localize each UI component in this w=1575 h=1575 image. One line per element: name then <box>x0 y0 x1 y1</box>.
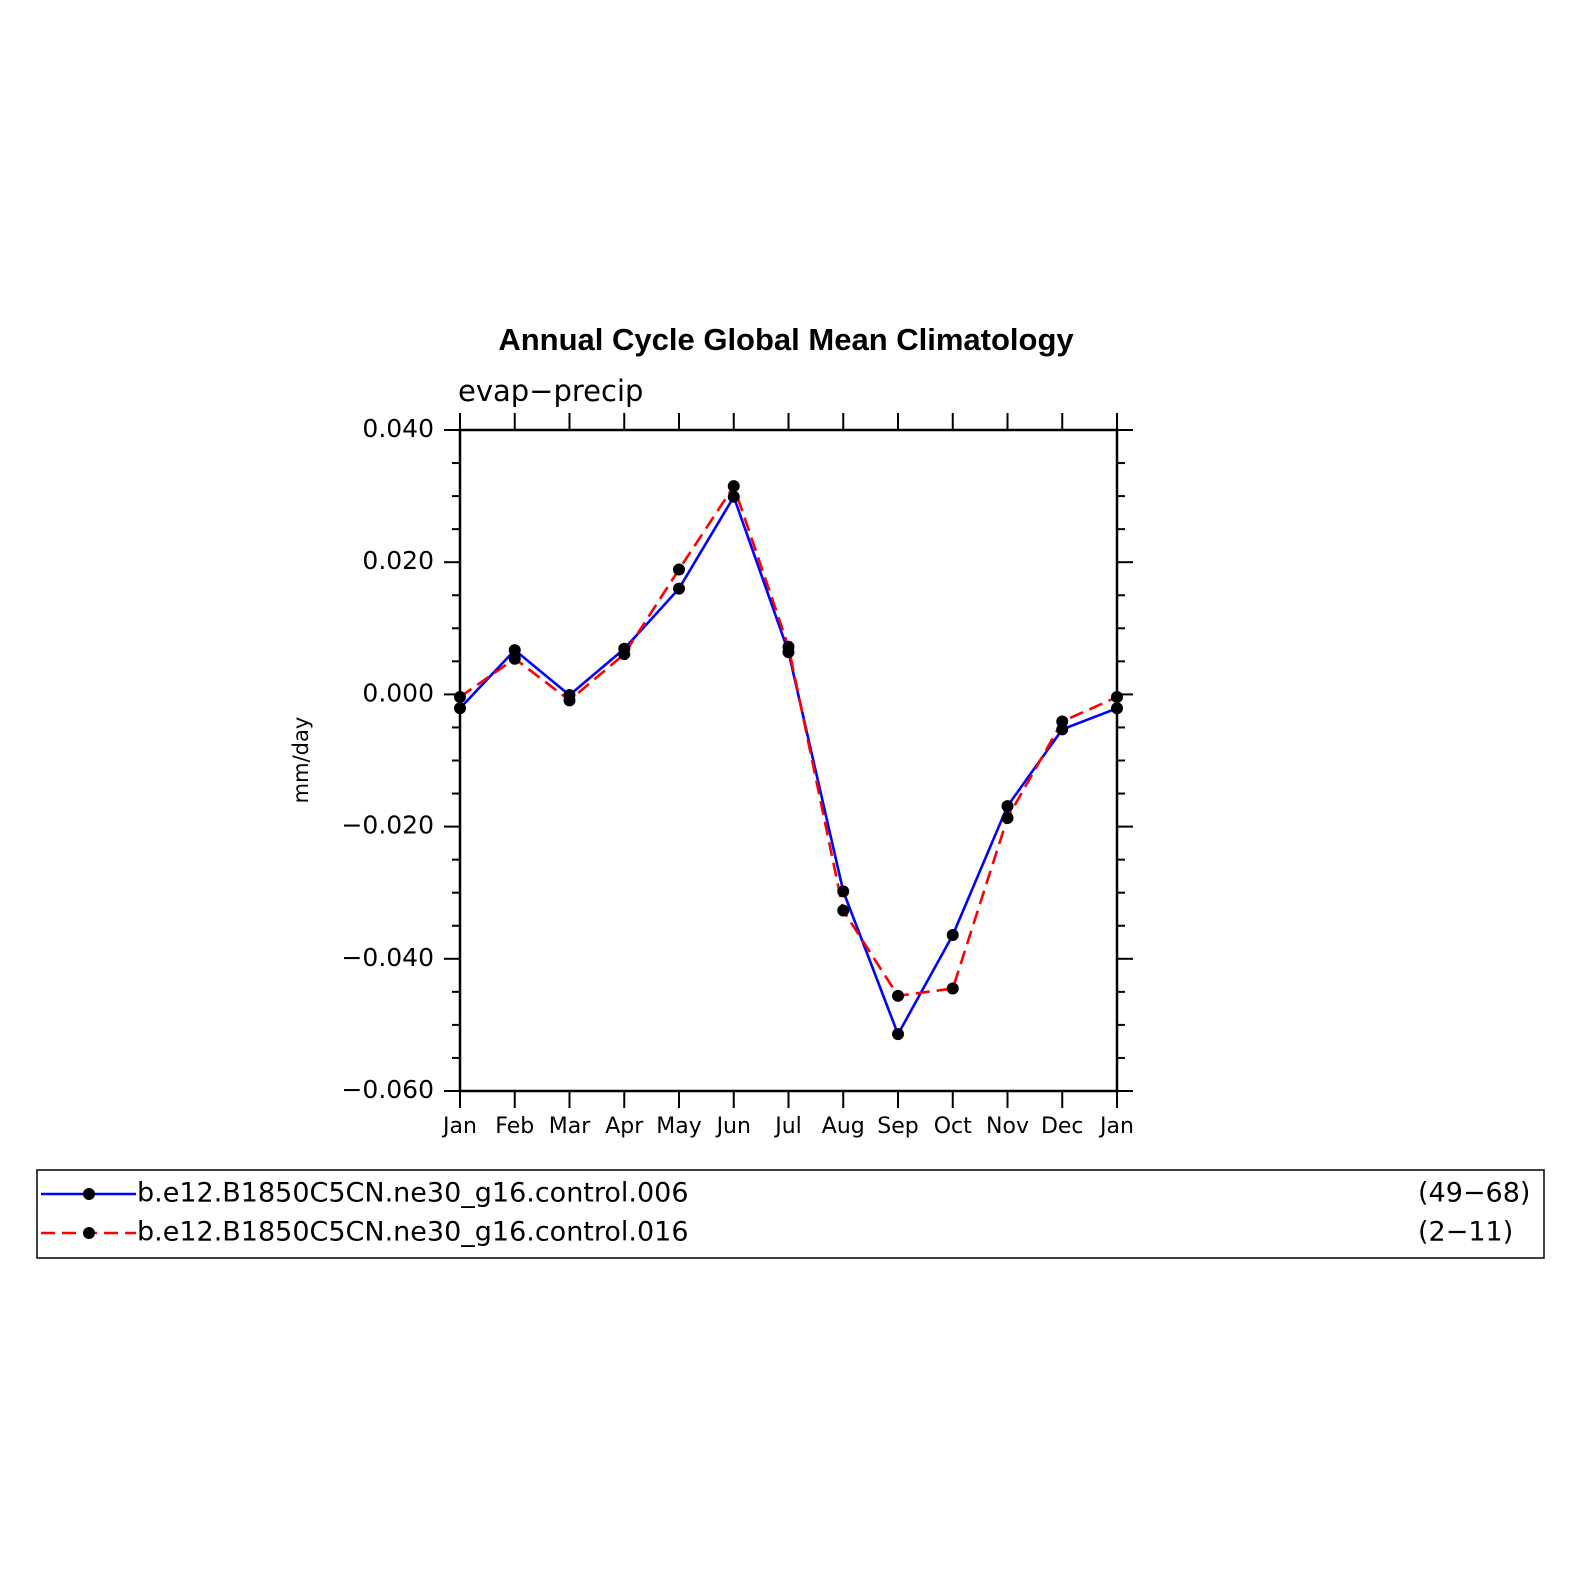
x-tick-label: Nov <box>986 1114 1029 1139</box>
plot-frame <box>458 428 1119 1093</box>
legend-series-years: (49−68) <box>1418 1178 1530 1209</box>
x-tick-label: Oct <box>934 1114 972 1139</box>
chart-title: Annual Cycle Global Mean Climatology <box>498 322 1074 357</box>
y-tick-label: −0.040 <box>341 943 434 972</box>
x-tick-label: Jun <box>715 1114 751 1139</box>
series-2-point <box>454 691 466 704</box>
series-2-point <box>1001 812 1014 825</box>
x-axis-ticks: Jan Feb Mar Apr May Jun Jul Aug Sep Oct Nov Dec Jan <box>441 413 1134 1139</box>
series-1-point <box>454 702 466 715</box>
legend-series-years: (2−11) <box>1418 1217 1513 1248</box>
series-1-point <box>837 885 850 898</box>
x-tick-label: Mar <box>549 1114 591 1139</box>
series-1-point <box>1001 800 1014 813</box>
series-2-point <box>837 904 850 917</box>
y-tick-label: −0.020 <box>341 811 434 840</box>
legend: b.e12.B1850C5CN.ne30_g16.control.006 (49−… <box>36 1169 1545 1259</box>
legend-box <box>36 1169 1545 1259</box>
series-2-point <box>892 989 904 1002</box>
series-2-point <box>673 563 685 576</box>
x-tick-label: May <box>656 1114 701 1139</box>
y-tick-label: −0.060 <box>341 1075 434 1104</box>
variable-label: evap−precip <box>458 374 643 408</box>
legend-entries: b.e12.B1850C5CN.ne30_g16.control.006 (49−… <box>41 1178 1530 1248</box>
series-2-point <box>618 648 631 661</box>
plot-border <box>458 428 1119 1093</box>
y-axis-label: mm/day <box>289 717 313 804</box>
legend-series-name: b.e12.B1850C5CN.ne30_g16.control.016 <box>137 1217 689 1248</box>
series-2-point <box>508 652 521 665</box>
series-2-point <box>1111 691 1123 704</box>
series-1-point <box>1111 702 1123 715</box>
series-2-point <box>563 694 576 707</box>
legend-marker-1 <box>83 1188 95 1200</box>
series-line-1 <box>459 495 1118 1036</box>
y-tick-label: 0.020 <box>362 546 434 575</box>
series-1-point <box>673 582 685 595</box>
x-tick-label: Feb <box>495 1114 534 1139</box>
series-1-point <box>946 929 959 942</box>
series-2-point <box>727 480 740 493</box>
series-1-point <box>508 644 521 657</box>
series-lines <box>459 484 1118 1036</box>
series-markers <box>454 480 1123 1041</box>
legend-series-name: b.e12.B1850C5CN.ne30_g16.control.006 <box>137 1178 689 1209</box>
series-line-2 <box>459 484 1118 998</box>
y-axis-ticks: 0.040 0.020 0.000 −0.020 −0.040 −0.060 <box>341 414 1133 1104</box>
x-tick-label: Sep <box>877 1114 918 1139</box>
series-1-point <box>727 490 740 503</box>
series-1-point <box>892 1028 904 1041</box>
series-2-point <box>1056 715 1069 728</box>
x-tick-label: Aug <box>822 1114 865 1139</box>
x-tick-label: Dec <box>1041 1114 1084 1139</box>
x-tick-label: Jan <box>1098 1114 1134 1139</box>
y-tick-label: 0.000 <box>362 678 434 707</box>
legend-marker-2 <box>83 1227 95 1239</box>
series-2-point <box>946 982 959 995</box>
x-tick-label: Jan <box>441 1114 477 1139</box>
series-2-point <box>782 640 795 653</box>
x-tick-label: Apr <box>605 1114 644 1139</box>
x-tick-label: Jul <box>773 1114 802 1139</box>
y-tick-label: 0.040 <box>362 414 434 443</box>
